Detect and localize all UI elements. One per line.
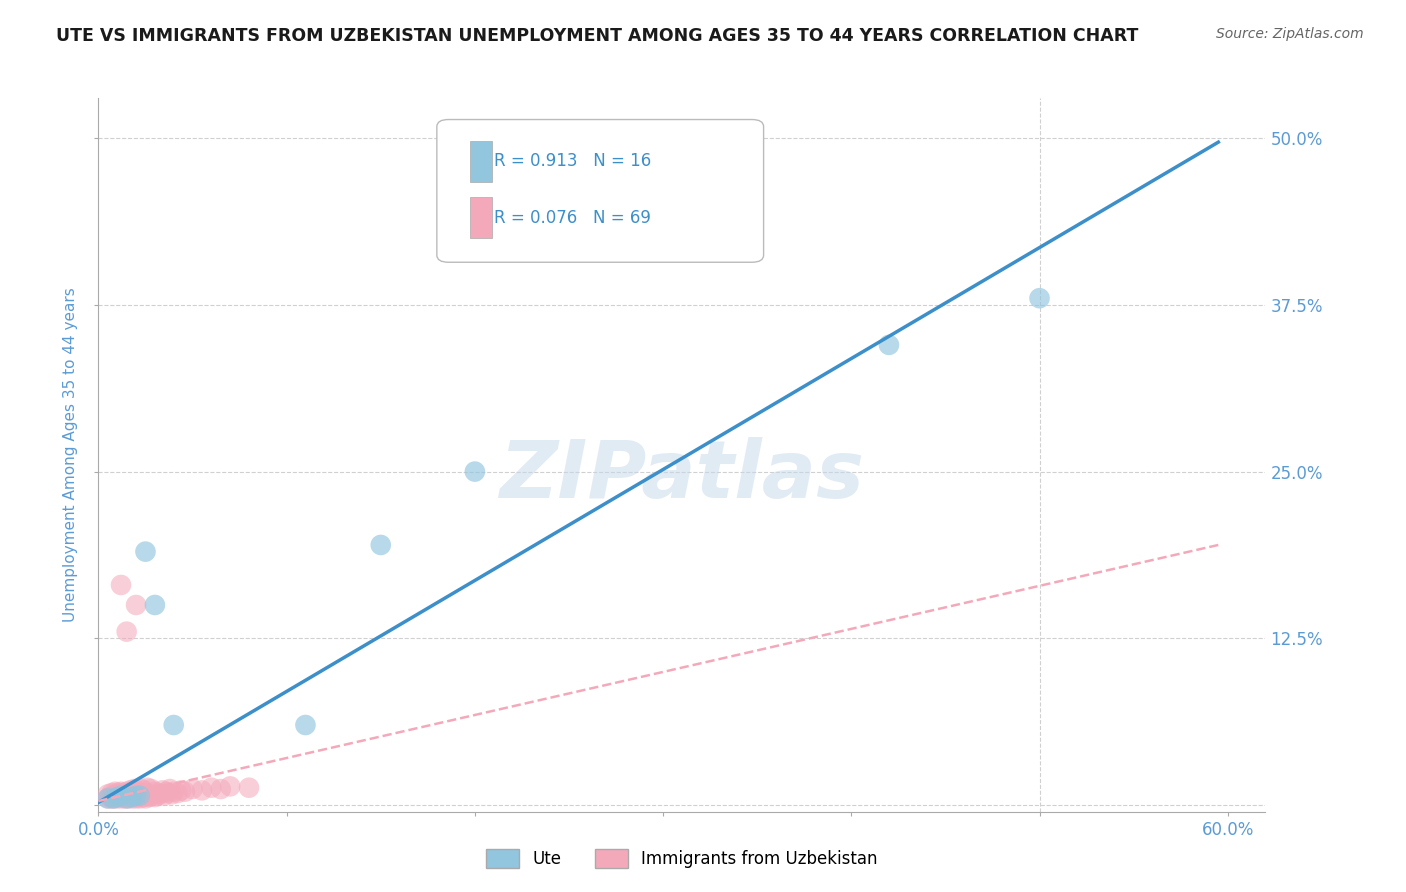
Point — [877, 338, 900, 352]
Point — [104, 785, 127, 799]
Point — [160, 788, 183, 802]
Point — [152, 783, 174, 797]
Point — [121, 790, 143, 805]
Point — [132, 790, 155, 805]
Text: ZIPatlas: ZIPatlas — [499, 437, 865, 516]
Point — [181, 782, 204, 797]
Point — [111, 790, 134, 805]
Point — [105, 786, 128, 800]
Point — [166, 786, 188, 800]
Text: Source: ZipAtlas.com: Source: ZipAtlas.com — [1216, 27, 1364, 41]
Point — [105, 790, 128, 805]
Point — [128, 788, 150, 802]
Point — [125, 786, 148, 800]
Point — [115, 624, 138, 639]
Point — [115, 790, 138, 805]
Point — [117, 791, 139, 805]
Point — [131, 789, 153, 803]
Point — [110, 785, 132, 799]
Point — [238, 780, 260, 795]
Point — [120, 790, 142, 805]
FancyBboxPatch shape — [470, 197, 492, 238]
Point — [370, 538, 392, 552]
Point — [121, 791, 143, 805]
FancyBboxPatch shape — [437, 120, 763, 262]
Point — [97, 791, 120, 805]
Point — [110, 791, 132, 805]
Point — [98, 790, 121, 805]
FancyBboxPatch shape — [470, 141, 492, 182]
Point — [108, 790, 131, 805]
Point — [122, 782, 145, 797]
Point — [131, 782, 153, 797]
Point — [139, 782, 162, 797]
Point — [114, 788, 136, 802]
Point — [125, 789, 148, 803]
Text: UTE VS IMMIGRANTS FROM UZBEKISTAN UNEMPLOYMENT AMONG AGES 35 TO 44 YEARS CORRELA: UTE VS IMMIGRANTS FROM UZBEKISTAN UNEMPL… — [56, 27, 1139, 45]
Point — [163, 718, 186, 732]
Point — [100, 791, 122, 805]
Point — [209, 782, 232, 797]
Point — [125, 791, 148, 805]
Point — [136, 780, 159, 795]
Point — [464, 465, 486, 479]
Point — [128, 789, 150, 803]
Point — [142, 789, 165, 803]
Point — [143, 598, 166, 612]
Point — [103, 791, 125, 805]
Point — [191, 783, 214, 797]
Point — [1028, 291, 1050, 305]
Point — [125, 598, 148, 612]
Point — [148, 786, 170, 800]
Point — [219, 780, 242, 794]
Point — [134, 791, 156, 805]
Point — [104, 790, 127, 805]
Point — [115, 791, 138, 805]
Point — [127, 790, 149, 805]
Point — [114, 791, 136, 805]
Point — [117, 786, 139, 800]
Point — [111, 786, 134, 800]
Point — [294, 718, 316, 732]
Point — [115, 785, 138, 799]
Text: R = 0.076   N = 69: R = 0.076 N = 69 — [494, 209, 651, 227]
Point — [127, 785, 149, 799]
Point — [149, 788, 172, 802]
Point — [157, 786, 180, 800]
Legend: Ute, Immigrants from Uzbekistan: Ute, Immigrants from Uzbekistan — [479, 842, 884, 875]
Point — [103, 789, 125, 803]
Point — [139, 788, 162, 802]
Point — [97, 788, 120, 802]
Point — [105, 789, 128, 803]
Point — [121, 788, 143, 802]
Point — [134, 786, 156, 800]
Y-axis label: Unemployment Among Ages 35 to 44 years: Unemployment Among Ages 35 to 44 years — [63, 287, 79, 623]
Point — [97, 791, 120, 805]
Point — [200, 780, 222, 795]
Point — [105, 791, 128, 805]
Point — [100, 786, 122, 800]
Point — [122, 789, 145, 803]
Point — [110, 789, 132, 803]
Point — [134, 544, 156, 558]
Point — [155, 785, 177, 799]
Point — [103, 791, 125, 805]
Point — [108, 788, 131, 802]
Point — [120, 783, 142, 797]
Point — [128, 791, 150, 805]
Point — [163, 785, 186, 799]
Point — [143, 790, 166, 805]
Point — [136, 789, 159, 803]
Point — [132, 783, 155, 797]
Point — [159, 782, 181, 797]
Point — [174, 785, 197, 799]
Point — [110, 578, 132, 592]
Point — [146, 789, 169, 803]
Point — [170, 783, 193, 797]
Point — [143, 785, 166, 799]
Text: R = 0.913   N = 16: R = 0.913 N = 16 — [494, 153, 651, 170]
Point — [153, 789, 176, 803]
Point — [138, 790, 160, 805]
